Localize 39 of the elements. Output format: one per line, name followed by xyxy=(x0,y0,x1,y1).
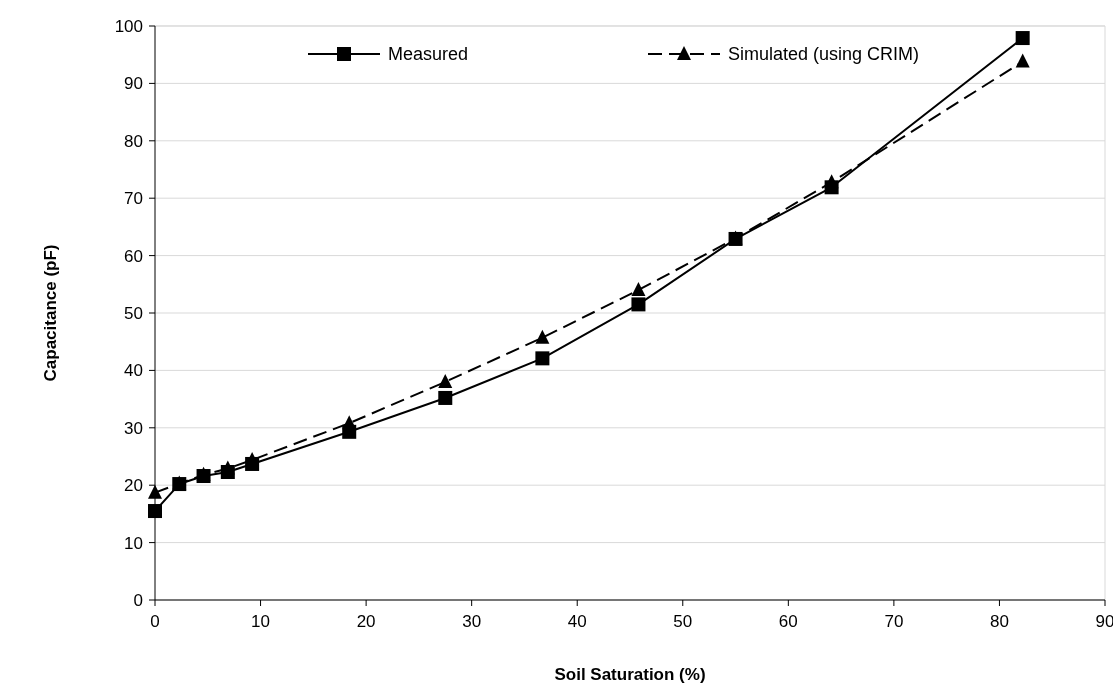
y-tick-label: 90 xyxy=(124,74,143,94)
point xyxy=(535,329,550,344)
y-tick-label: 60 xyxy=(124,246,143,266)
legend-label: Simulated (using CRIM) xyxy=(728,44,920,65)
point xyxy=(824,180,839,195)
x-tick-label: 30 xyxy=(462,612,482,631)
point xyxy=(631,297,646,312)
x-tick-label: 60 xyxy=(778,612,798,631)
x-tick-label: 50 xyxy=(673,612,693,631)
x-tick-label: 80 xyxy=(989,612,1009,631)
point xyxy=(245,456,260,471)
x-tick-label: 0 xyxy=(150,612,160,631)
point xyxy=(148,504,162,519)
x-tick-label: 10 xyxy=(251,612,271,631)
y-tick-label: 30 xyxy=(124,418,143,438)
x-tick-label: 40 xyxy=(567,612,587,631)
y-tick-label: 40 xyxy=(124,361,143,381)
legend-label: Measured xyxy=(388,44,469,65)
x-axis-title: Soil Saturation (%) xyxy=(554,665,706,684)
point xyxy=(148,484,162,499)
x-tick-label: 90 xyxy=(1095,612,1113,631)
x-tick-label: 70 xyxy=(884,612,904,631)
x-tick-label: 20 xyxy=(356,612,376,631)
point xyxy=(438,373,453,388)
y-tick-label: 0 xyxy=(133,590,143,610)
y-tick-label: 50 xyxy=(124,303,143,323)
y-tick-label: 100 xyxy=(114,16,143,36)
point xyxy=(1015,53,1030,68)
y-axis-title: Capacitance (pF) xyxy=(41,244,60,382)
point xyxy=(535,351,550,366)
point xyxy=(631,282,646,297)
point xyxy=(1015,31,1030,46)
y-tick-label: 70 xyxy=(124,189,143,209)
y-tick-label: 80 xyxy=(124,131,143,151)
point xyxy=(438,390,453,405)
point xyxy=(220,465,235,479)
y-tick-label: 20 xyxy=(124,476,143,496)
y-tick-label: 10 xyxy=(124,533,143,553)
point xyxy=(342,424,357,439)
